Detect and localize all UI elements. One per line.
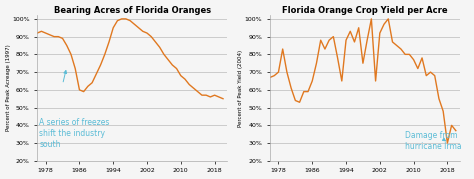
Y-axis label: Percent of Peak Acreage (1997): Percent of Peak Acreage (1997): [6, 45, 10, 131]
Y-axis label: Percent of Peak Yield (2004): Percent of Peak Yield (2004): [238, 50, 243, 127]
Text: Damage from
hurricane Irma: Damage from hurricane Irma: [405, 131, 462, 151]
Title: Bearing Acres of Florida Oranges: Bearing Acres of Florida Oranges: [54, 6, 211, 14]
Text: A series of freezes
shift the industry
south: A series of freezes shift the industry s…: [39, 118, 109, 149]
Title: Florida Orange Crop Yield per Acre: Florida Orange Crop Yield per Acre: [282, 6, 448, 14]
